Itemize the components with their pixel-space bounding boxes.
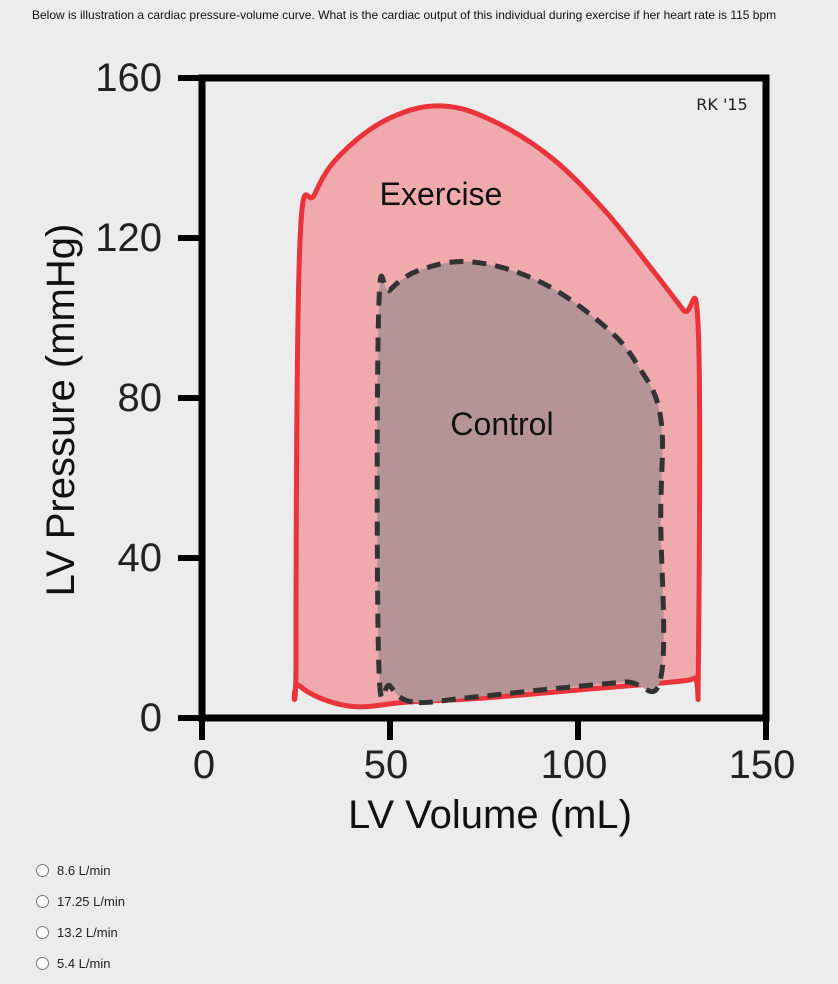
x-tick-label: 0 (193, 743, 215, 787)
y-tick-label: 160 (95, 56, 162, 100)
answer-radio[interactable] (36, 864, 49, 877)
y-tick-label: 120 (95, 216, 162, 260)
answer-option[interactable]: 17.25 L/min (36, 886, 125, 917)
y-tick-label: 80 (118, 376, 163, 420)
answer-option[interactable]: 5.4 L/min (36, 948, 125, 979)
answer-radio[interactable] (36, 926, 49, 939)
answer-option-label: 8.6 L/min (57, 863, 111, 878)
answer-options: 8.6 L/min 17.25 L/min 13.2 L/min 5.4 L/m… (36, 855, 125, 979)
control-label: Control (450, 406, 553, 442)
answer-radio[interactable] (36, 957, 49, 970)
answer-option-label: 5.4 L/min (57, 956, 111, 971)
answer-option[interactable]: 8.6 L/min (36, 855, 125, 886)
y-tick-label: 40 (118, 536, 163, 580)
x-tick-label: 150 (729, 743, 796, 787)
question-text: Below is illustration a cardiac pressure… (32, 8, 777, 22)
pv-loop-chart: 0 40 80 120 160 0 50 100 150 LV Volume (… (39, 56, 796, 837)
control-pv-loop (374, 259, 667, 706)
answer-radio[interactable] (36, 895, 49, 908)
x-tick-label: 100 (541, 743, 608, 787)
x-axis-title: LV Volume (mL) (348, 793, 632, 837)
author-credit: RK '15 (696, 95, 747, 114)
y-axis-title: LV Pressure (mmHg) (39, 224, 83, 597)
answer-option-label: 13.2 L/min (57, 925, 118, 940)
y-tick-label: 0 (140, 696, 162, 740)
exercise-label: Exercise (380, 176, 503, 212)
x-tick-label: 50 (364, 743, 409, 787)
answer-option[interactable]: 13.2 L/min (36, 917, 125, 948)
answer-option-label: 17.25 L/min (57, 894, 125, 909)
